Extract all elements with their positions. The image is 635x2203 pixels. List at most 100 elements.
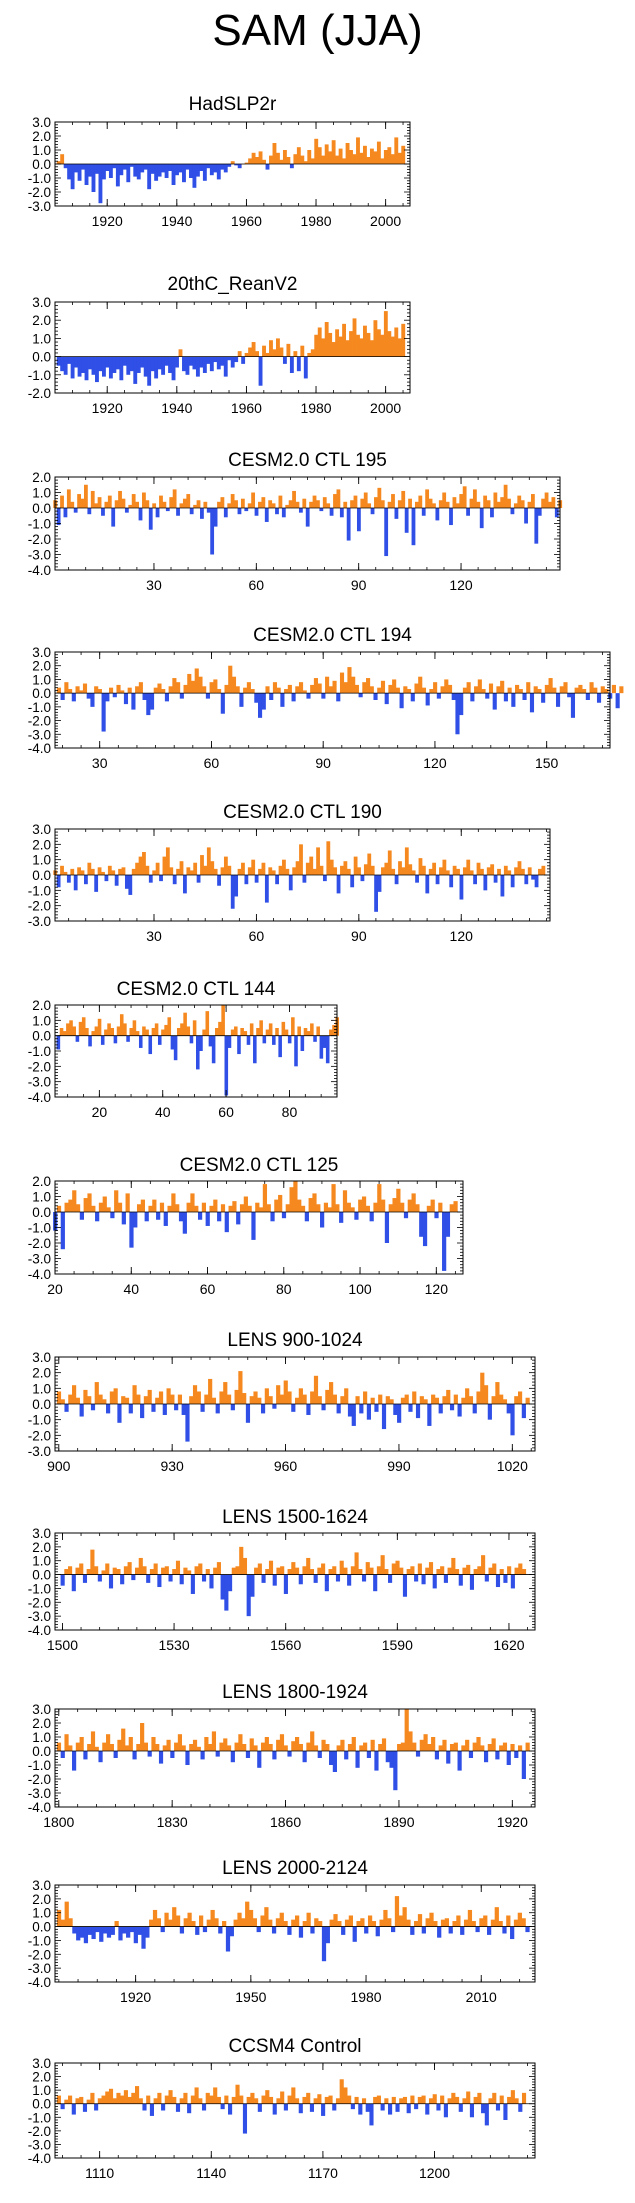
y-tick-label: -1.0: [28, 1221, 51, 1236]
data-bar: [384, 862, 389, 875]
data-bar: [264, 508, 269, 522]
data-bar: [537, 689, 542, 694]
data-bar: [242, 2103, 248, 2134]
data-bar: [384, 1569, 389, 1575]
data-bar: [487, 1404, 492, 1420]
data-bar: [365, 2103, 370, 2112]
data-bar: [145, 865, 150, 875]
data-bar: [303, 1028, 308, 1036]
data-bar: [387, 331, 392, 357]
data-bar: [126, 164, 131, 183]
data-bar: [328, 332, 333, 357]
data-bar: [309, 856, 314, 875]
data-bar: [216, 356, 221, 370]
data-bar: [114, 875, 119, 886]
data-bar: [199, 1035, 203, 1051]
data-bar: [306, 1031, 311, 1036]
data-bar: [237, 508, 242, 515]
data-bar: [321, 2103, 326, 2116]
x-tick-label: 40: [123, 1281, 139, 1297]
data-bar: [205, 1212, 210, 1226]
y-tick-label: -1.0: [28, 171, 51, 186]
data-bar: [213, 356, 218, 363]
data-bar: [231, 1567, 236, 1575]
data-bar: [241, 862, 245, 875]
data-bar: [342, 1190, 348, 1212]
data-bar: [279, 1394, 285, 1404]
data-bar: [278, 865, 283, 875]
data-bar: [514, 1396, 519, 1404]
data-bar: [129, 1028, 134, 1036]
data-bar: [452, 865, 457, 875]
data-bar: [245, 1751, 251, 1758]
data-bar: [104, 501, 109, 508]
data-bar: [436, 693, 441, 699]
data-bar: [148, 875, 153, 883]
data-bar: [488, 1567, 493, 1575]
data-bar: [496, 686, 501, 694]
y-tick-label: 0.0: [32, 2097, 51, 2112]
data-bar: [168, 2090, 173, 2104]
data-bar: [360, 875, 365, 882]
data-bar: [112, 1567, 117, 1575]
data-bar: [236, 1212, 241, 1225]
data-bar: [306, 1912, 311, 1927]
data-bar: [228, 1574, 233, 1592]
data-bar: [304, 1212, 309, 1222]
y-tick-label: -2.0: [28, 1428, 51, 1443]
data-bar: [116, 2092, 121, 2104]
data-bar: [531, 875, 536, 880]
data-bar: [387, 850, 392, 875]
data-bar: [179, 2098, 184, 2104]
data-bar: [181, 1404, 186, 1415]
data-bar: [411, 1193, 416, 1212]
x-tick-label: 90: [351, 577, 367, 593]
data-bar: [98, 1202, 104, 1212]
data-bar: [195, 1926, 200, 1935]
data-bar: [210, 861, 215, 875]
data-bar: [433, 682, 438, 694]
data-bar: [492, 1563, 497, 1575]
y-tick-label: 0.0: [32, 501, 51, 516]
data-bar: [268, 1396, 273, 1404]
data-bar: [179, 1574, 184, 1585]
data-bar: [56, 687, 61, 694]
data-bar: [443, 1574, 448, 1583]
data-bar: [99, 1926, 104, 1942]
data-bar: [465, 1388, 470, 1404]
data-bar: [457, 1751, 462, 1771]
y-tick-label: 1.0: [32, 1013, 51, 1028]
data-bar: [261, 2095, 266, 2104]
data-bar: [151, 1028, 156, 1036]
data-bar: [406, 1919, 411, 1927]
data-bar: [296, 356, 301, 372]
data-bar: [251, 342, 256, 357]
data-bar: [181, 1745, 186, 1751]
data-bar: [240, 498, 245, 508]
data-bar: [191, 1921, 196, 1927]
data-bar: [459, 494, 464, 508]
panel-title: CESM2.0 CTL 195: [228, 450, 387, 471]
data-bar: [554, 508, 559, 518]
y-tick-label: 0.0: [32, 1920, 51, 1935]
data-bar: [469, 2103, 474, 2118]
data-bar: [350, 2103, 355, 2110]
data-bar: [66, 1023, 70, 1036]
data-bar: [510, 2090, 515, 2104]
data-bar: [394, 1896, 400, 1927]
data-bar: [83, 1926, 89, 1944]
data-bar: [374, 1751, 379, 1771]
data-bar: [224, 1035, 229, 1096]
data-bar: [463, 1919, 469, 1927]
data-bar: [94, 503, 99, 508]
data-bar: [70, 501, 75, 508]
data-bar: [206, 1919, 211, 1927]
data-bar: [481, 689, 486, 694]
data-bar: [70, 164, 75, 190]
data-bar: [67, 164, 72, 180]
data-bar: [306, 1742, 311, 1751]
data-bar: [377, 875, 382, 892]
data-bar: [455, 503, 460, 508]
data-bar: [112, 693, 117, 698]
